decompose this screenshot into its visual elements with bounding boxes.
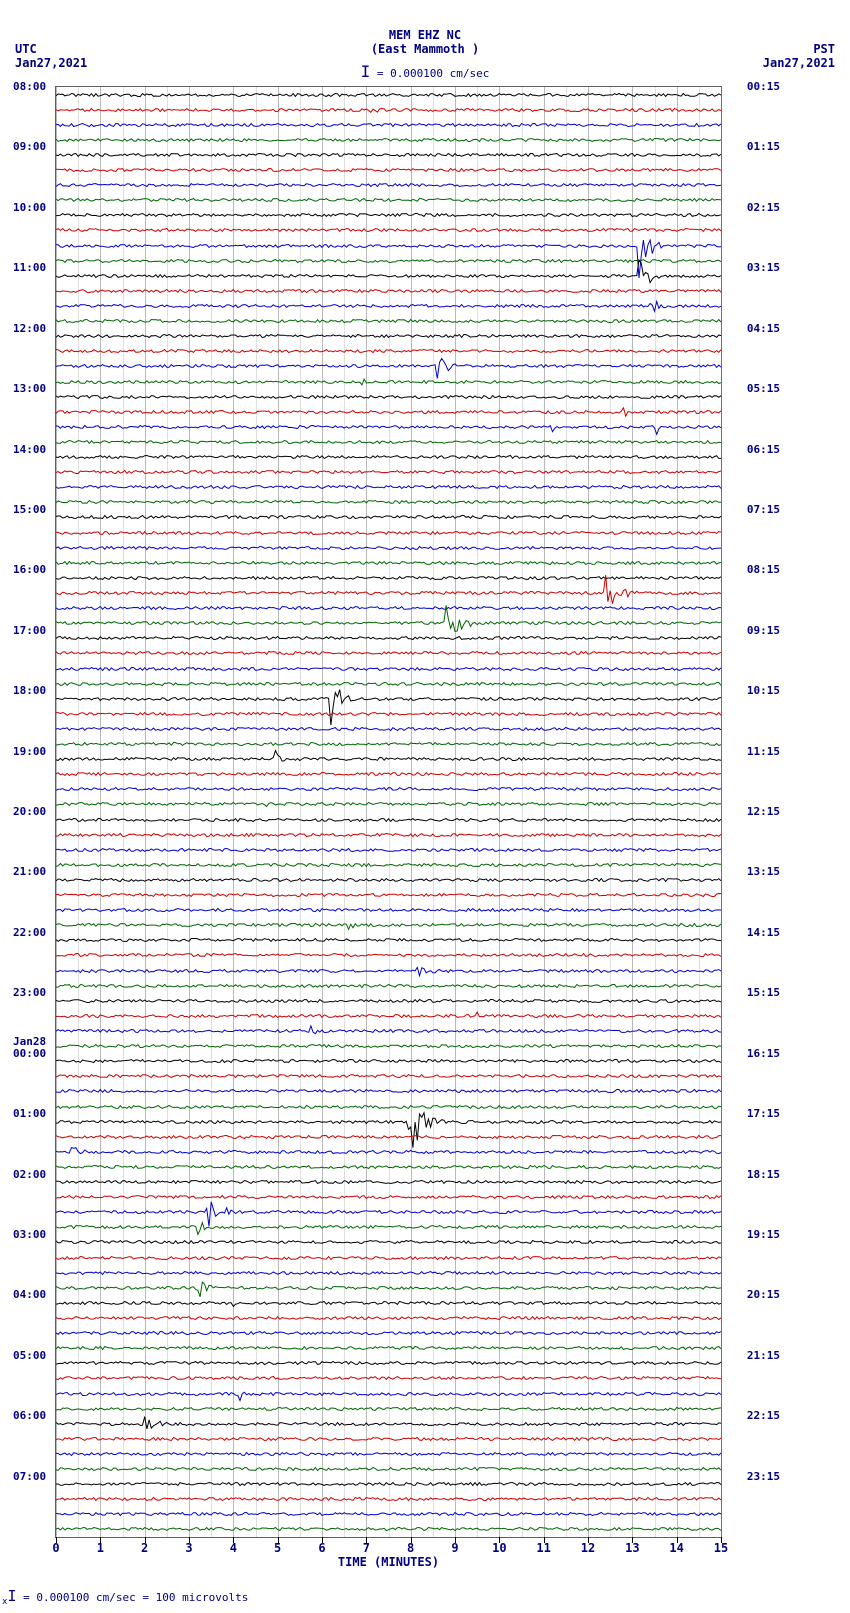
pst-time-label: 17:15: [747, 1107, 780, 1120]
utc-time-label: 04:00: [13, 1288, 46, 1301]
pst-time-label: 14:15: [747, 926, 780, 939]
helicorder-plot: TIME (MINUTES) 0123456789101112131415: [55, 86, 722, 1538]
station-title: MEM EHZ NC: [0, 28, 850, 42]
seismogram-container: MEM EHZ NC (East Mammoth ) I = 0.000100 …: [0, 0, 850, 1613]
pst-time-label: 09:15: [747, 624, 780, 637]
pst-time-label: 16:15: [747, 1047, 780, 1060]
pst-time-label: 08:15: [747, 563, 780, 576]
pst-time-label: 12:15: [747, 805, 780, 818]
utc-time-label: 08:00: [13, 80, 46, 93]
pst-time-label: 21:15: [747, 1349, 780, 1362]
utc-time-label: 10:00: [13, 201, 46, 214]
pst-time-label: 00:15: [747, 80, 780, 93]
utc-time-label: 01:00: [13, 1107, 46, 1120]
utc-time-label: 16:00: [13, 563, 46, 576]
footer-scale: xI = 0.000100 cm/sec = 100 microvolts: [2, 1587, 248, 1607]
timezone-left: UTC: [15, 42, 37, 56]
pst-time-label: 10:15: [747, 684, 780, 697]
pst-time-label: 19:15: [747, 1228, 780, 1241]
timezone-right: PST: [813, 42, 835, 56]
utc-time-label: 07:00: [13, 1470, 46, 1483]
pst-time-label: 03:15: [747, 261, 780, 274]
utc-time-label: 03:00: [13, 1228, 46, 1241]
utc-time-label: 02:00: [13, 1168, 46, 1181]
pst-time-label: 07:15: [747, 503, 780, 516]
utc-time-label: 06:00: [13, 1409, 46, 1422]
utc-time-label: 09:00: [13, 140, 46, 153]
pst-time-label: 22:15: [747, 1409, 780, 1422]
utc-time-label: 21:00: [13, 865, 46, 878]
seismic-trace: [56, 1489, 721, 1569]
utc-time-label: 13:00: [13, 382, 46, 395]
utc-time-label: 23:00: [13, 986, 46, 999]
pst-time-label: 01:15: [747, 140, 780, 153]
utc-time-label: 14:00: [13, 443, 46, 456]
utc-time-label: 22:00: [13, 926, 46, 939]
utc-time-label: 20:00: [13, 805, 46, 818]
utc-time-label: 00:00: [13, 1047, 46, 1060]
date-right: Jan27,2021: [763, 56, 835, 70]
pst-time-label: 05:15: [747, 382, 780, 395]
utc-time-label: 19:00: [13, 745, 46, 758]
pst-time-label: 13:15: [747, 865, 780, 878]
pst-time-label: 06:15: [747, 443, 780, 456]
utc-time-label: 05:00: [13, 1349, 46, 1362]
pst-time-label: 23:15: [747, 1470, 780, 1483]
pst-time-label: 02:15: [747, 201, 780, 214]
utc-time-label: 11:00: [13, 261, 46, 274]
pst-time-label: 11:15: [747, 745, 780, 758]
utc-time-label: 17:00: [13, 624, 46, 637]
pst-time-label: 15:15: [747, 986, 780, 999]
pst-time-label: 18:15: [747, 1168, 780, 1181]
footer-text: = 0.000100 cm/sec = 100 microvolts: [23, 1591, 248, 1604]
utc-time-label: 18:00: [13, 684, 46, 697]
day-marker: Jan28: [13, 1035, 46, 1048]
pst-time-label: 20:15: [747, 1288, 780, 1301]
pst-time-label: 04:15: [747, 322, 780, 335]
utc-time-label: 15:00: [13, 503, 46, 516]
utc-time-label: 12:00: [13, 322, 46, 335]
